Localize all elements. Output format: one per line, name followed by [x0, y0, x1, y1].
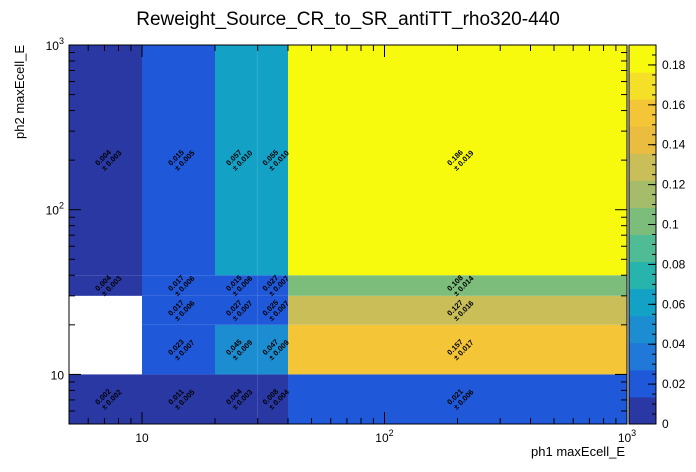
- y-axis-title: ph2 maxEcell_E: [12, 45, 27, 139]
- heatmap-cell: [141, 295, 215, 325]
- heatmap-cell: [141, 45, 215, 276]
- heatmap-cell: [257, 295, 288, 325]
- palette-swatch: [629, 99, 656, 127]
- palette-swatch: [629, 342, 656, 371]
- color-palette: 0 0.02 0.04 0.06 0.08 0.1 0.12 0.14 0.16 0.18: [628, 44, 686, 431]
- x-axis-title: ph1 maxEcell_E: [531, 444, 625, 459]
- heatmap-cell: [69, 374, 142, 424]
- palette-tick-label: 0: [662, 417, 669, 431]
- y-tick-label: 10: [51, 368, 65, 382]
- palette-swatch: [629, 72, 656, 100]
- palette-swatch: [629, 315, 656, 344]
- heatmap-cell: [257, 275, 288, 296]
- palette-tick-label: 0.14: [662, 138, 686, 152]
- palette-tick-label: 0.02: [662, 377, 686, 391]
- y-tick-label: 103: [46, 36, 64, 53]
- heatmap-cell: [287, 275, 627, 296]
- heatmap-cell: [257, 45, 288, 276]
- heatmap-cell: [69, 275, 142, 296]
- heatmap-cell: [257, 374, 288, 424]
- heatmap-cell: [141, 275, 215, 296]
- palette-swatch: [629, 45, 656, 73]
- y-tick-label: 102: [46, 201, 64, 218]
- palette-swatch: [629, 207, 656, 235]
- chart-title: Reweight_Source_CR_to_SR_antiTT_rho320-4…: [136, 9, 560, 30]
- palette-swatch: [629, 126, 656, 154]
- heatmap-cell: [214, 295, 258, 325]
- x-tick-label: 102: [375, 428, 393, 445]
- x-tick-label: 10: [135, 431, 149, 445]
- heatmap-cell: [287, 45, 627, 276]
- axes: 10 102 103 10 102 103: [46, 36, 637, 445]
- heatmap-cell: [287, 324, 627, 375]
- palette-swatch: [629, 288, 656, 317]
- heatmap-cell: [69, 45, 142, 276]
- heatmap-cells: [69, 45, 627, 424]
- palette-tick-label: 0.18: [662, 58, 686, 72]
- heatmap-cell: [141, 324, 215, 375]
- palette-tick-label: 0.12: [662, 178, 686, 192]
- palette-swatch: [629, 261, 656, 290]
- heatmap-cell: [214, 275, 258, 296]
- palette-tick-label: 0.06: [662, 297, 686, 311]
- x-tick-label: 103: [618, 428, 636, 445]
- heatmap-cell: [287, 295, 627, 325]
- palette-swatch: [629, 234, 656, 263]
- heatmap-cell: [214, 374, 258, 424]
- palette-tick-label: 0.08: [662, 257, 686, 271]
- plot-frame: [68, 44, 628, 425]
- heatmap-cell: [287, 374, 627, 424]
- heatmap-cell: [257, 324, 288, 375]
- heatmap-cell: [214, 324, 258, 375]
- palette-swatch: [629, 396, 656, 425]
- palette-tick-label: 0.16: [662, 98, 686, 112]
- palette-swatch: [629, 153, 656, 181]
- heatmap-cell: [141, 374, 215, 424]
- palette-tick-label: 0.04: [662, 337, 686, 351]
- palette-tick-label: 0.1: [662, 218, 679, 232]
- heatmap-cell: [214, 45, 258, 276]
